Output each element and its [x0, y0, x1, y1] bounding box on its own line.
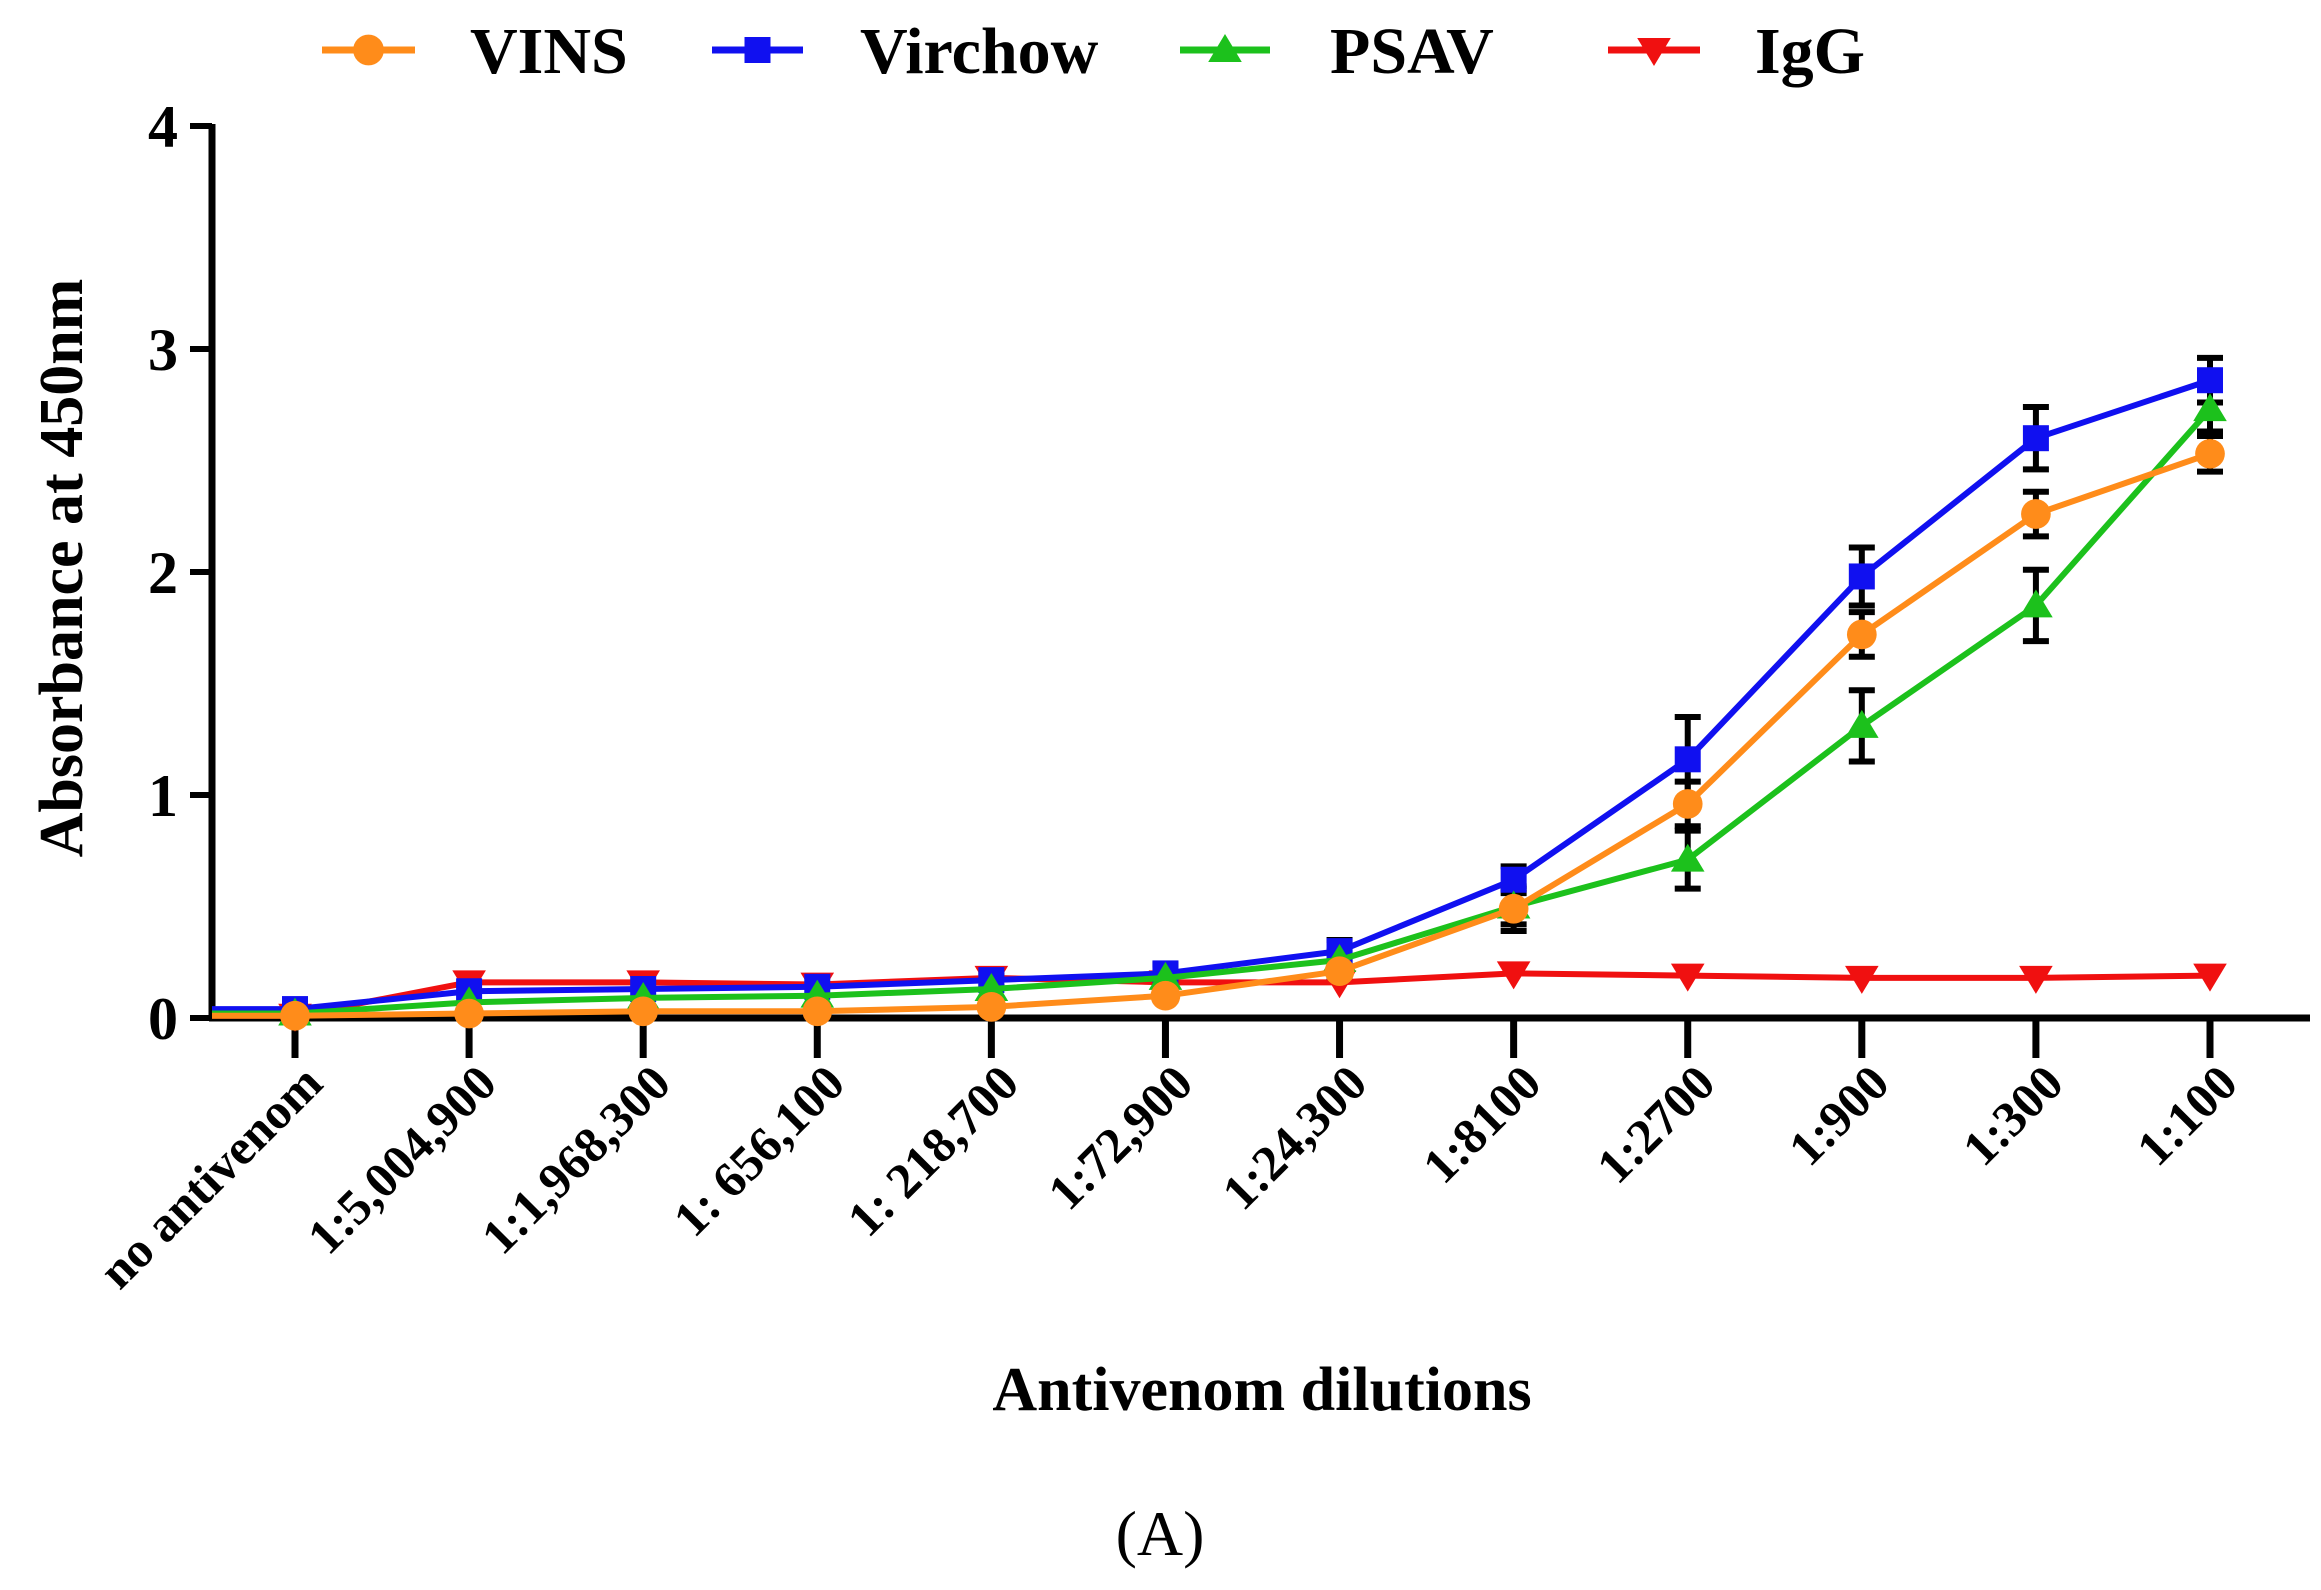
- panel-label: (A): [1116, 1498, 1205, 1569]
- data-point-vins: [1672, 789, 1703, 819]
- series-line-igg: [212, 970, 2211, 1019]
- legend-label: PSAV: [1330, 15, 1494, 88]
- x-tick-label: 1:8100: [1412, 1054, 1552, 1194]
- data-point-igg: [1845, 965, 1879, 994]
- data-point-psav: [974, 973, 1009, 1001]
- x-tick-label: 1: 656,100: [662, 1054, 855, 1247]
- data-point-psav: [2019, 589, 2053, 618]
- y-axis-title: Absorbance at 450nm: [28, 279, 96, 858]
- x-tick-label: 1:5,004,900: [296, 1054, 506, 1264]
- data-point-vins: [1498, 893, 1529, 924]
- data-point-virchow: [1674, 746, 1701, 773]
- x-axis-title: Antivenom dilutions: [992, 1356, 1531, 1424]
- legend-marker-igg: [1637, 38, 1671, 66]
- data-point-igg: [2193, 963, 2227, 992]
- x-tick-label: 1:900: [1778, 1054, 1900, 1176]
- y-tick-label: 3: [148, 317, 178, 383]
- data-point-vins: [628, 996, 659, 1027]
- data-point-vins: [2021, 499, 2051, 529]
- x-tick-label: 1:72,900: [1037, 1054, 1203, 1220]
- legend-item-psav: PSAV: [1180, 15, 1494, 88]
- data-point-igg: [1496, 961, 1531, 990]
- data-point-vins: [1150, 980, 1181, 1011]
- y-tick-label: 0: [148, 986, 178, 1052]
- data-point-virchow: [2022, 425, 2049, 452]
- legend-marker-psav: [1208, 34, 1242, 62]
- series-line-psav: [212, 407, 2213, 1017]
- series-psav: [212, 393, 2227, 1026]
- data-point-virchow: [1848, 563, 1875, 590]
- data-point-igg: [2019, 965, 2053, 994]
- y-tick-label: 1: [148, 763, 178, 829]
- error-bars-psav: [1152, 383, 2223, 986]
- plot-area: [212, 354, 2227, 1032]
- legend-item-igg: IgG: [1608, 15, 1865, 88]
- data-point-vins: [280, 1000, 310, 1031]
- data-point-psav: [2193, 393, 2227, 422]
- legend-marker-virchow: [744, 37, 771, 63]
- legend-label: IgG: [1755, 15, 1865, 88]
- data-point-vins: [976, 992, 1007, 1022]
- x-tick-label: 1: 218,700: [836, 1054, 1029, 1247]
- x-tick-label: no antivenom: [88, 1054, 333, 1299]
- x-tick-label: 1:100: [2126, 1054, 2248, 1176]
- data-point-vins: [454, 998, 484, 1029]
- x-tick-label: 1:2700: [1586, 1054, 1726, 1194]
- y-tick-label: 2: [148, 540, 178, 606]
- series-vins: [212, 438, 2225, 1031]
- data-point-vins: [802, 996, 833, 1027]
- data-point-virchow: [2197, 367, 2223, 394]
- y-tick-label: 4: [148, 94, 178, 160]
- legend: VINS Virchow PSAV IgG: [322, 15, 1865, 88]
- data-point-psav: [1148, 961, 1183, 990]
- legend-marker-vins: [353, 34, 384, 66]
- x-tick-label: 1:300: [1952, 1054, 2074, 1176]
- series-virchow: [212, 367, 2223, 1023]
- data-point-virchow: [1500, 866, 1527, 893]
- legend-item-virchow: Virchow: [712, 15, 1099, 88]
- legend-label: VINS: [470, 15, 628, 88]
- x-tick-label: 1:24,300: [1211, 1054, 1377, 1220]
- data-point-vins: [2195, 438, 2225, 469]
- legend-label: Virchow: [860, 15, 1099, 88]
- data-point-psav: [1670, 843, 1705, 872]
- x-tick-label: 1:1,968,300: [470, 1054, 680, 1264]
- data-point-psav: [1845, 709, 1879, 738]
- data-point-vins: [1846, 619, 1877, 650]
- error-bars-virchow: [978, 354, 2223, 990]
- data-point-igg: [1670, 963, 1705, 992]
- legend-item-vins: VINS: [322, 15, 628, 88]
- data-point-vins: [1324, 956, 1355, 987]
